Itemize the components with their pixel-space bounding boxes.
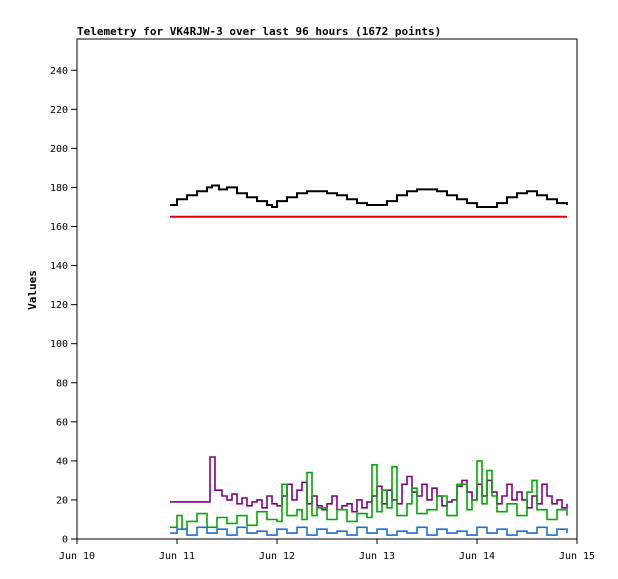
y-tick-label: 240 (50, 66, 68, 77)
x-tick-label: Jun 10 (59, 551, 95, 562)
chart-title: Telemetry for VK4RJW-3 over last 96 hour… (77, 25, 441, 38)
x-tick-label: Jun 15 (559, 551, 595, 562)
y-tick-label: 180 (50, 183, 68, 194)
y-axis-label: Values (26, 270, 39, 310)
y-tick-label: 80 (56, 378, 68, 389)
series-line-3 (170, 456, 568, 513)
x-axis: Jun 10 Jun 11 Jun 12 Jun 13 Jun 14 Jun 15 (59, 539, 595, 562)
y-tick-label: 200 (50, 144, 68, 155)
y-tick-label: 40 (56, 456, 68, 467)
y-tick-label: 140 (50, 261, 68, 272)
series-layer (170, 184, 568, 536)
y-tick-label: 220 (50, 105, 68, 116)
plot-frame (76, 38, 578, 540)
series-line-5 (170, 526, 568, 536)
x-tick-label: Jun 14 (459, 551, 495, 562)
y-tick-label: 100 (50, 339, 68, 350)
y-tick-label: 60 (56, 417, 68, 428)
y-tick-label: 160 (50, 222, 68, 233)
y-tick-label: 20 (56, 495, 68, 506)
y-axis: 0 20 40 60 80 100 120 140 160 180 200 220 240 (50, 66, 77, 546)
x-tick-label: Jun 11 (159, 551, 195, 562)
x-tick-label: Jun 12 (259, 551, 295, 562)
series-line-1 (170, 184, 568, 208)
y-tick-label: 0 (62, 535, 68, 546)
y-tick-label: 120 (50, 300, 68, 311)
x-tick-label: Jun 13 (359, 551, 395, 562)
series-line-4 (170, 460, 568, 530)
